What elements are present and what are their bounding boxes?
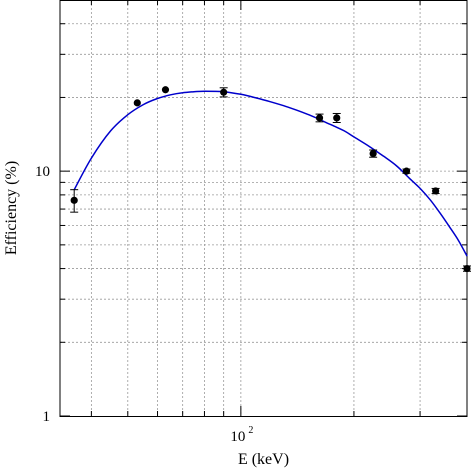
fit-curve bbox=[73, 90, 468, 257]
data-point bbox=[402, 167, 411, 175]
data-point-marker bbox=[402, 167, 411, 175]
data-point-marker bbox=[161, 86, 170, 94]
data-point-marker bbox=[220, 88, 228, 96]
data-point bbox=[315, 113, 324, 123]
y-axis-label: Efficiency (%) bbox=[3, 161, 20, 255]
data-point bbox=[369, 149, 378, 158]
data-point-marker bbox=[369, 149, 377, 158]
data-point-marker bbox=[463, 264, 471, 273]
data-point-marker bbox=[315, 114, 324, 122]
data-point bbox=[161, 86, 170, 94]
grid-lines bbox=[60, 0, 467, 416]
data-point bbox=[332, 112, 341, 124]
y-tick-label: 1 bbox=[43, 409, 51, 425]
data-point bbox=[70, 189, 79, 213]
data-point bbox=[133, 99, 141, 107]
data-point bbox=[431, 187, 440, 195]
data-point-marker bbox=[70, 196, 78, 204]
data-point-marker bbox=[333, 114, 341, 122]
data-point-marker bbox=[432, 187, 440, 195]
data-point bbox=[219, 87, 228, 98]
axis-ticks bbox=[60, 0, 467, 417]
x-tick-label-exponent: 2 bbox=[248, 425, 253, 436]
data-point-marker bbox=[133, 99, 141, 107]
x-axis-label: E (keV) bbox=[238, 451, 289, 468]
fit-curve-layer bbox=[73, 90, 468, 257]
plot-frame bbox=[59, 0, 468, 417]
y-tick-label: 10 bbox=[35, 164, 50, 180]
data-point bbox=[463, 264, 471, 273]
data-points bbox=[70, 86, 471, 273]
x-tick-label: 10 bbox=[230, 429, 245, 445]
